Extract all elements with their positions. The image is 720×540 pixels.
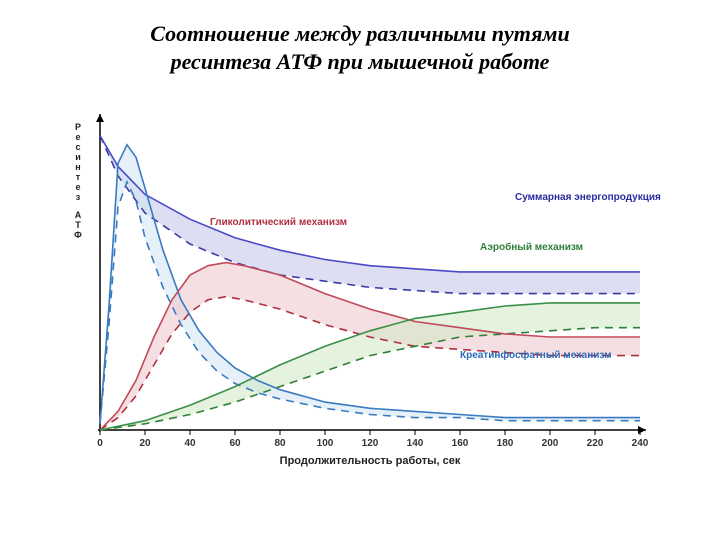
svg-text:з: з — [76, 192, 81, 202]
svg-text:180: 180 — [497, 438, 514, 449]
label-glycolytic: Гликолитический механизм — [210, 217, 347, 228]
title-line-1: Соотношение между различными путями — [150, 21, 570, 46]
svg-text:20: 20 — [139, 438, 151, 449]
svg-text:0: 0 — [97, 438, 103, 449]
series-fills — [100, 136, 640, 431]
svg-text:е: е — [75, 132, 80, 142]
svg-text:н: н — [75, 162, 80, 172]
svg-text:240: 240 — [632, 438, 649, 449]
chart-svg: 0 20 40 60 80 100 120 140 160 180 200 220 240 Продолж… — [60, 110, 680, 480]
title-line-2: ресинтеза АТФ при мышечной работе — [171, 49, 550, 74]
svg-text:Ф: Ф — [74, 230, 82, 240]
svg-text:с: с — [75, 142, 80, 152]
label-creatine: Креатинфосфатный механизм — [460, 349, 612, 361]
page-title: Соотношение между различными путями реси… — [0, 20, 720, 75]
label-total: Суммарная энергопродукция — [515, 192, 661, 203]
svg-text:220: 220 — [587, 438, 604, 449]
x-axis-label: Продолжительность работы, сек — [280, 455, 461, 467]
svg-text:60: 60 — [229, 438, 241, 449]
svg-text:А: А — [75, 210, 82, 220]
svg-text:160: 160 — [452, 438, 469, 449]
svg-text:Р: Р — [75, 122, 81, 132]
svg-text:40: 40 — [184, 438, 196, 449]
atp-pathways-chart: 0 20 40 60 80 100 120 140 160 180 200 220 240 Продолж… — [60, 110, 680, 480]
svg-text:140: 140 — [407, 438, 424, 449]
svg-text:120: 120 — [362, 438, 379, 449]
svg-text:е: е — [75, 182, 80, 192]
label-aerobic: Аэробный механизм — [480, 241, 583, 253]
svg-text:Т: Т — [75, 220, 81, 230]
svg-text:и: и — [75, 152, 81, 162]
svg-text:80: 80 — [274, 438, 286, 449]
svg-text:200: 200 — [542, 438, 559, 449]
svg-text:т: т — [76, 172, 81, 182]
svg-text:100: 100 — [317, 438, 334, 449]
